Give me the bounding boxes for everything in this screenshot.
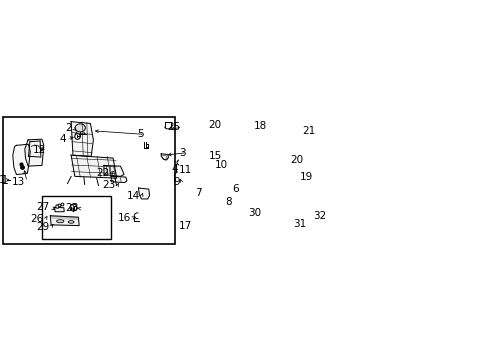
Polygon shape	[179, 218, 194, 229]
Text: 10: 10	[215, 161, 228, 170]
Text: 1: 1	[1, 174, 9, 186]
Polygon shape	[306, 213, 313, 218]
Polygon shape	[295, 130, 302, 135]
Text: 27: 27	[36, 202, 49, 212]
Polygon shape	[52, 216, 78, 219]
Text: 30: 30	[247, 208, 261, 218]
Polygon shape	[25, 139, 44, 166]
Polygon shape	[222, 180, 237, 193]
Polygon shape	[71, 122, 93, 156]
Polygon shape	[284, 167, 303, 189]
Polygon shape	[138, 188, 149, 199]
Polygon shape	[104, 165, 124, 176]
Text: 6: 6	[232, 184, 239, 194]
Ellipse shape	[75, 124, 85, 132]
Text: 20: 20	[207, 120, 221, 130]
Text: 12: 12	[32, 145, 45, 155]
Text: 7: 7	[195, 188, 202, 198]
Text: 15: 15	[209, 151, 222, 161]
Text: 11: 11	[179, 165, 192, 175]
Text: 20: 20	[289, 155, 303, 165]
Text: 4: 4	[171, 164, 178, 174]
Text: 32: 32	[312, 211, 325, 221]
Polygon shape	[247, 122, 266, 143]
Text: 14: 14	[126, 192, 140, 201]
Text: 28: 28	[65, 203, 79, 213]
Text: 21: 21	[302, 126, 315, 136]
Polygon shape	[251, 142, 262, 147]
Polygon shape	[55, 207, 64, 212]
Text: 16: 16	[117, 213, 130, 223]
Polygon shape	[71, 155, 117, 178]
Text: 18: 18	[254, 121, 267, 131]
Ellipse shape	[256, 137, 258, 139]
Text: 19: 19	[299, 172, 312, 182]
Text: 9: 9	[173, 177, 180, 187]
Text: 5: 5	[137, 129, 143, 139]
Text: 1: 1	[0, 175, 6, 185]
Ellipse shape	[57, 220, 64, 223]
Text: 8: 8	[225, 197, 231, 207]
Text: 23: 23	[102, 180, 116, 190]
Text: 17: 17	[178, 221, 191, 231]
Polygon shape	[293, 153, 299, 159]
Text: 4: 4	[59, 134, 65, 144]
Text: 31: 31	[293, 219, 306, 229]
Text: 2: 2	[65, 123, 72, 133]
Polygon shape	[205, 152, 214, 155]
Polygon shape	[111, 176, 127, 183]
Text: 22: 22	[96, 168, 110, 179]
Ellipse shape	[68, 221, 74, 223]
Polygon shape	[293, 218, 303, 224]
Text: 25: 25	[167, 122, 181, 132]
Text: 29: 29	[36, 222, 49, 232]
Bar	[42, 196, 111, 239]
Text: 26: 26	[30, 215, 44, 224]
Text: 3: 3	[178, 148, 185, 158]
Polygon shape	[13, 144, 30, 175]
Polygon shape	[181, 182, 190, 206]
Text: 13: 13	[12, 177, 25, 187]
Polygon shape	[205, 159, 212, 162]
Polygon shape	[50, 216, 79, 226]
Polygon shape	[161, 154, 168, 160]
